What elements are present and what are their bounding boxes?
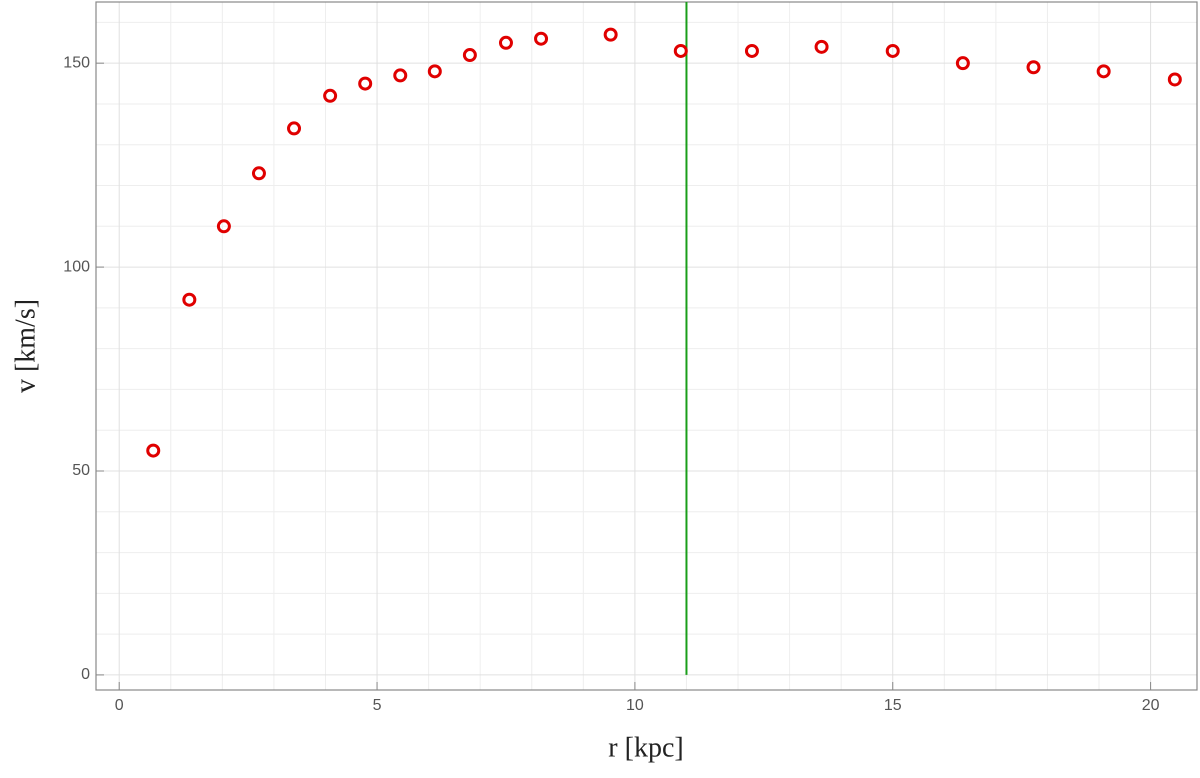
data-point xyxy=(287,121,302,136)
data-point xyxy=(534,31,549,46)
data-point xyxy=(358,76,373,91)
data-point xyxy=(427,64,442,79)
data-point xyxy=(1026,60,1041,75)
data-point xyxy=(814,39,829,54)
data-point xyxy=(393,68,408,83)
data-point xyxy=(216,219,231,234)
x-axis-label: r [kpc] xyxy=(608,732,683,763)
data-point xyxy=(498,35,513,50)
data-point xyxy=(1096,64,1111,79)
plot-frame xyxy=(95,1,1198,691)
data-point xyxy=(1167,72,1182,87)
x-tick-label: 0 xyxy=(115,697,124,714)
data-point xyxy=(673,43,688,58)
data-point xyxy=(251,166,266,181)
data-point xyxy=(744,43,759,58)
y-axis-label: v [km/s] xyxy=(10,299,41,393)
x-tick-label: 20 xyxy=(1142,697,1160,714)
data-point xyxy=(182,292,197,307)
data-point xyxy=(885,43,900,58)
data-point xyxy=(146,443,161,458)
data-point xyxy=(323,88,338,103)
x-tick-label: 10 xyxy=(626,697,644,714)
x-tick-label: 15 xyxy=(884,697,902,714)
y-tick-label: 150 xyxy=(63,54,90,71)
x-tick-label: 5 xyxy=(373,697,382,714)
data-point xyxy=(955,56,970,71)
y-tick-label: 50 xyxy=(72,462,90,479)
data-point xyxy=(603,27,618,42)
y-tick-label: 100 xyxy=(63,258,90,275)
y-tick-label: 0 xyxy=(81,666,90,683)
data-point xyxy=(462,48,477,63)
